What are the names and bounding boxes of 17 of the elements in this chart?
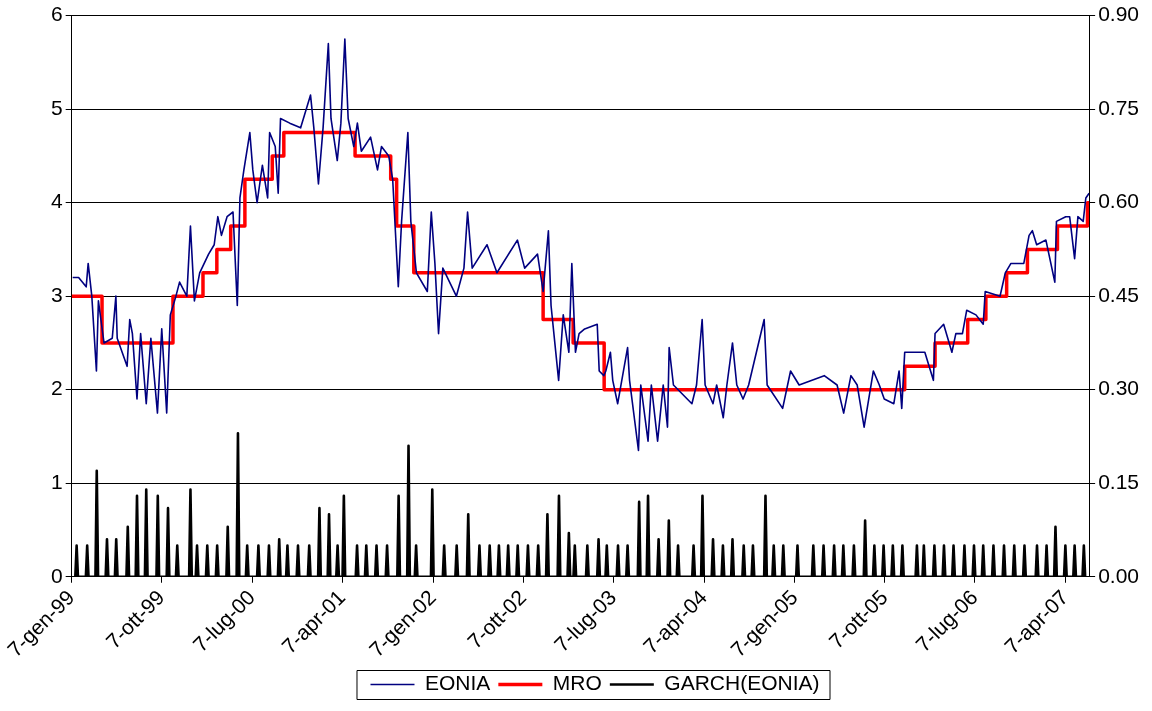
y2-tick-label: 0.30: [1098, 376, 1139, 400]
legend-label: EONIA: [424, 671, 491, 695]
legend-label: MRO: [552, 671, 602, 695]
y-tick-label: 3: [50, 282, 63, 306]
y-tick-label: 4: [50, 189, 63, 213]
y2-tick-label: 0.60: [1098, 189, 1139, 213]
y2-tick-label: 0.90: [1098, 2, 1139, 26]
y-tick-label: 5: [50, 95, 63, 119]
y2-tick-label: 0.00: [1098, 563, 1139, 587]
y2-tick-label: 0.45: [1098, 282, 1139, 306]
y-tick-label: 1: [50, 470, 63, 494]
y2-tick-label: 0.15: [1098, 470, 1139, 494]
legend-label: GARCH(EONIA): [664, 671, 820, 695]
y-tick-label: 2: [50, 376, 63, 400]
y2-tick-label: 0.75: [1098, 95, 1139, 119]
y-tick-label: 6: [50, 2, 63, 26]
y-tick-label: 0: [50, 563, 63, 587]
